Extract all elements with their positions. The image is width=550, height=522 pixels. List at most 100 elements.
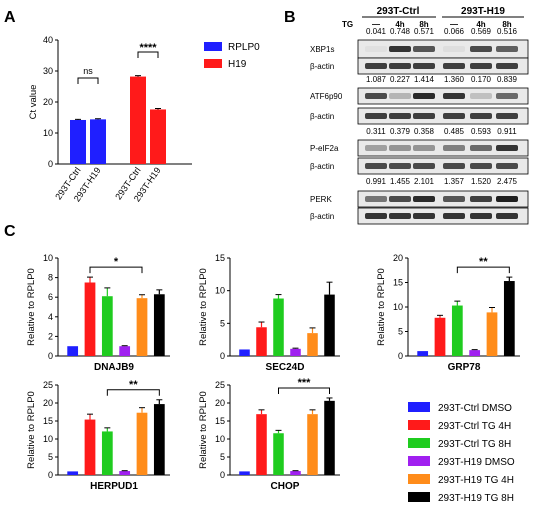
wb-band (413, 113, 435, 119)
wb-band (365, 63, 387, 69)
y-tick-label: 0 (48, 159, 53, 169)
wb-band (389, 63, 411, 69)
legend-swatch (408, 456, 430, 466)
wb-lane-label: 4h (476, 20, 485, 29)
legend-label: 293T-Ctrl TG 8H (438, 439, 511, 450)
significance-bracket (106, 389, 160, 396)
legend-label: 293T-H19 DMSO (438, 457, 515, 468)
y-axis-title: Relative to RPLP0 (26, 391, 37, 469)
wb-band (443, 213, 465, 219)
bar (84, 419, 96, 475)
wb-band (413, 145, 435, 151)
wb-quant-value: 0.748 (390, 27, 411, 36)
wb-quant-value: 0.041 (366, 27, 387, 36)
wb-band (413, 46, 435, 52)
wb-lane-label: 4h (395, 20, 404, 29)
wb-quant-value: 1.360 (444, 75, 465, 84)
wb-band (365, 163, 387, 169)
wb-band (470, 145, 492, 151)
chart-chop: 0 5 10 15 20 25 Relative to RPLP0 CHOP *** (198, 377, 340, 492)
y-tick-label: 20 (393, 253, 403, 263)
y-tick-label: 10 (393, 302, 403, 312)
wb-quant-value: 0.911 (497, 127, 517, 136)
y-axis-title: Relative to RPLP0 (376, 268, 387, 346)
wb-band (389, 213, 411, 219)
wb-band (470, 113, 492, 119)
panel-label-a: A (4, 9, 16, 26)
bar (90, 119, 106, 164)
bar (119, 471, 131, 475)
wb-quant-value: 1.087 (366, 75, 387, 84)
legend-label: 293T-Ctrl DMSO (438, 403, 512, 414)
wb-band (496, 163, 518, 169)
wb-row-label: ATF6p90 (310, 92, 343, 101)
y-tick-label: 20 (215, 398, 225, 408)
bar (451, 305, 463, 356)
wb-treatment-label: TG (342, 20, 353, 29)
bar (70, 119, 86, 164)
bar (273, 298, 284, 356)
panel-c-charts: 0 2 4 6 8 10 Relative to RPLP0 DNAJB9 * 0 5 10 15 Rel… (26, 253, 520, 492)
bar (307, 333, 318, 356)
y-axis-title: Relative to RPLP0 (198, 268, 209, 346)
legend-swatch (408, 474, 430, 484)
y-tick-label: 40 (43, 35, 53, 45)
legend-swatch (408, 402, 430, 412)
bar (324, 294, 335, 356)
wb-quant-value: 1.414 (414, 75, 435, 84)
legend-swatch (408, 420, 430, 430)
y-tick-label: 20 (43, 398, 53, 408)
wb-band (443, 196, 465, 202)
bar (136, 298, 148, 356)
bar (307, 414, 318, 475)
wb-band (443, 63, 465, 69)
y-tick-label: 10 (43, 253, 53, 263)
wb-group-label: 293T-Ctrl (377, 6, 420, 17)
wb-row-label: β-actin (310, 112, 334, 121)
wb-band (496, 63, 518, 69)
wb-band (496, 46, 518, 52)
wb-band (389, 163, 411, 169)
wb-band (389, 196, 411, 202)
bar (256, 327, 267, 356)
panel-label-c: C (4, 223, 16, 240)
legend-label: 293T-H19 TG 8H (438, 493, 514, 504)
y-axis-title: Ct value (28, 85, 39, 120)
wb-band (365, 93, 387, 99)
bar (417, 351, 429, 356)
y-tick-label: 4 (48, 312, 53, 322)
wb-band (496, 213, 518, 219)
wb-band (413, 213, 435, 219)
x-axis-title: HERPUD1 (90, 481, 138, 492)
wb-quant-value: 1.455 (390, 177, 411, 186)
significance-bracket (89, 266, 143, 274)
bar (273, 433, 284, 475)
y-tick-label: 5 (220, 318, 225, 328)
bar (67, 346, 79, 356)
y-tick-label: 2 (48, 331, 53, 341)
wb-band (470, 93, 492, 99)
y-tick-label: 0 (48, 470, 53, 480)
significance-bracket (456, 266, 510, 274)
y-axis-title: Relative to RPLP0 (198, 391, 209, 469)
wb-band (443, 145, 465, 151)
panel-label-b: B (284, 9, 296, 26)
wb-band (470, 213, 492, 219)
bar (434, 317, 446, 356)
chart-grp78: 0 5 10 15 20 Relative to RPLP0 GRP78 ** (376, 253, 520, 373)
wb-band (365, 196, 387, 202)
wb-band (470, 46, 492, 52)
wb-band (443, 113, 465, 119)
wb-band (365, 213, 387, 219)
significance-bracket (137, 51, 159, 58)
y-tick-label: 10 (215, 434, 225, 444)
bar (324, 400, 335, 475)
y-tick-label: 5 (220, 452, 225, 462)
bar (136, 412, 148, 475)
significance-label: *** (298, 377, 312, 389)
bar (153, 294, 165, 356)
wb-quant-value: 0.571 (414, 27, 435, 36)
significance-label: ** (479, 256, 488, 268)
y-tick-label: 25 (215, 380, 225, 390)
